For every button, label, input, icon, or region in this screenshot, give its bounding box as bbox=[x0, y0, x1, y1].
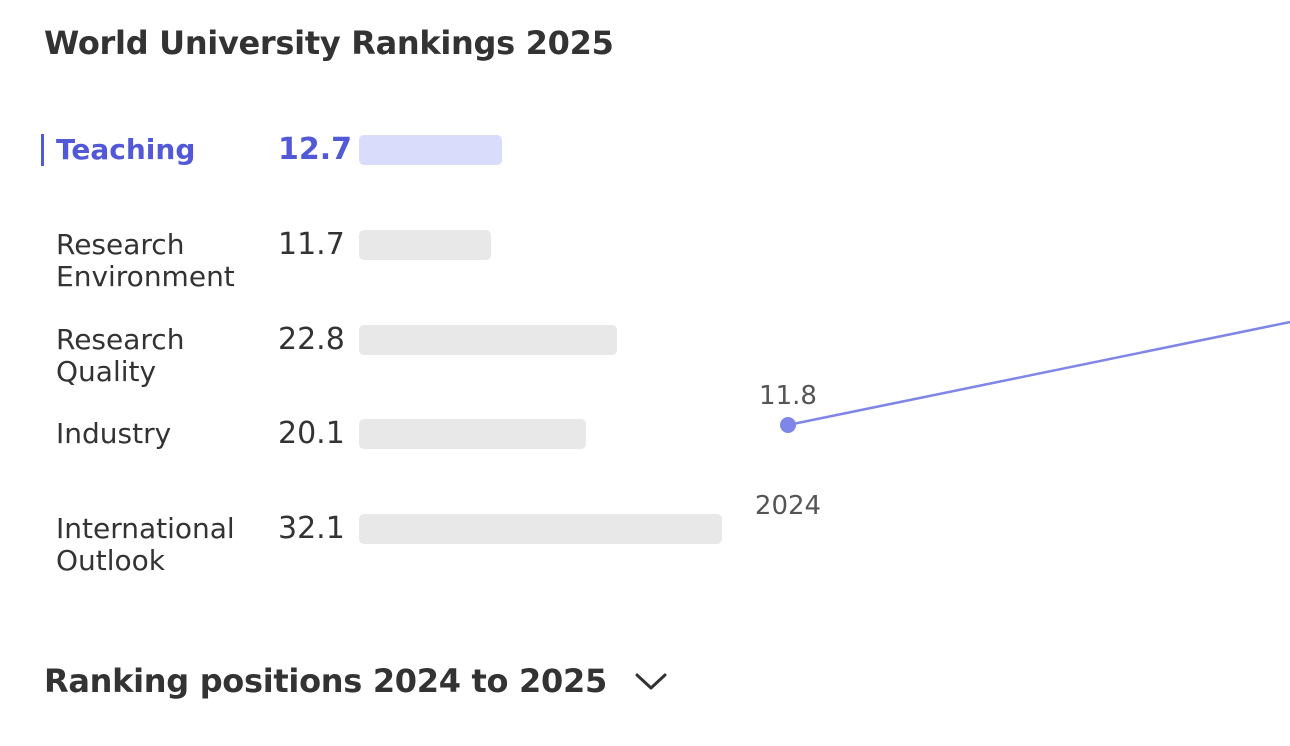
metric-label-research-environment: Research Environment bbox=[56, 228, 235, 293]
metric-bar-teaching bbox=[359, 135, 502, 165]
metric-bar-international-outlook bbox=[359, 514, 722, 544]
metric-value-industry: 20.1 bbox=[278, 416, 345, 451]
x-tick-label-2024: 2024 bbox=[755, 491, 821, 521]
metric-value-international-outlook: 32.1 bbox=[278, 511, 345, 546]
metric-value-teaching: 12.7 bbox=[278, 132, 353, 167]
metric-value-research-environment: 11.7 bbox=[278, 227, 345, 262]
metric-bar-research-quality bbox=[359, 325, 617, 355]
trend-line bbox=[787, 320, 1290, 427]
metric-bar-research-environment bbox=[359, 230, 491, 260]
page-title: World University Rankings 2025 bbox=[44, 24, 614, 62]
metric-label-industry: Industry bbox=[56, 417, 172, 450]
chevron-down-icon[interactable] bbox=[633, 669, 669, 693]
data-point-2024[interactable] bbox=[780, 417, 796, 433]
metric-label-research-quality: Research Quality bbox=[56, 323, 185, 388]
metric-label-teaching: Teaching bbox=[56, 133, 196, 166]
section-title: Ranking positions 2024 to 2025 bbox=[44, 662, 607, 700]
ranking-trend-chart: 11.8 2024 bbox=[755, 320, 1290, 521]
ranking-positions-toggle[interactable]: Ranking positions 2024 to 2025 bbox=[44, 662, 669, 700]
active-indicator bbox=[41, 134, 44, 166]
metric-label-international-outlook: International Outlook bbox=[56, 512, 235, 577]
metric-value-research-quality: 22.8 bbox=[278, 322, 345, 357]
data-label-2024: 11.8 bbox=[759, 381, 817, 411]
metric-bar-industry bbox=[359, 419, 586, 449]
